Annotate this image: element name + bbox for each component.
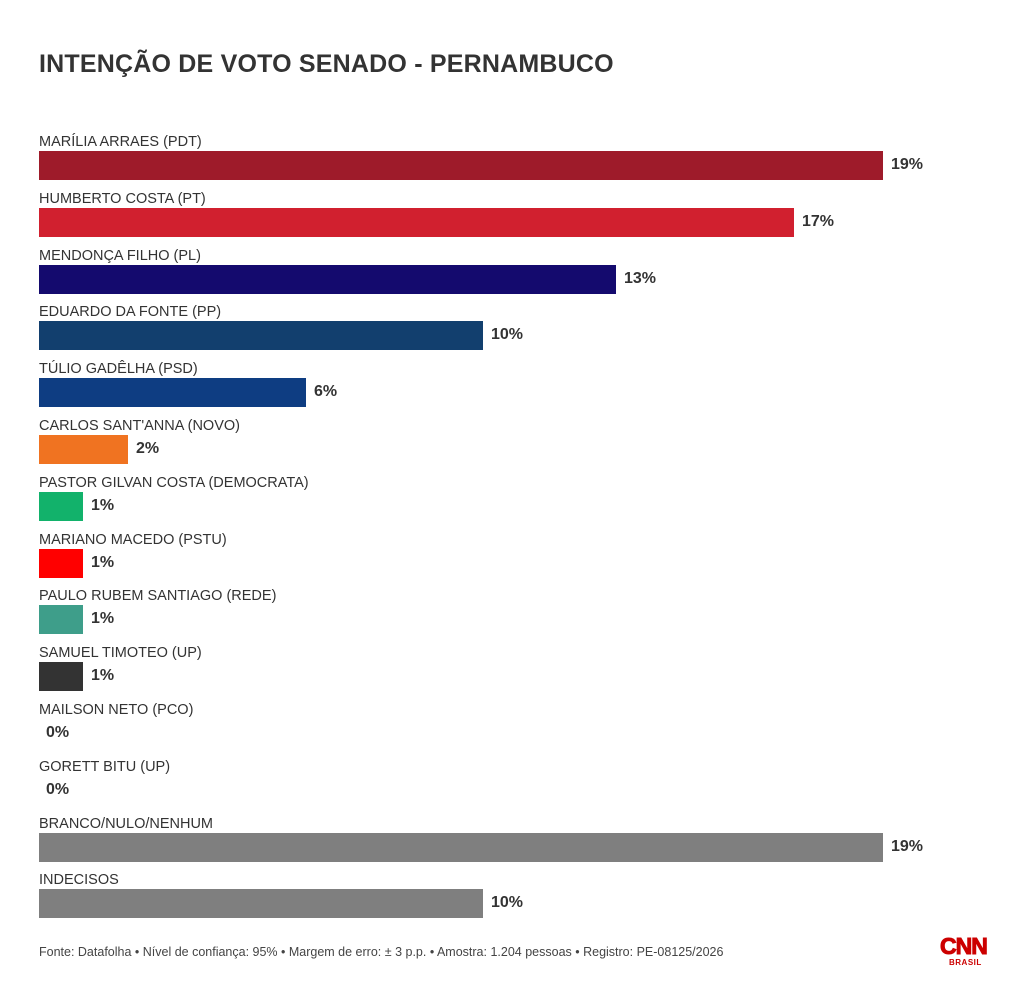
data-label: 10%	[491, 326, 524, 344]
category-label: TÚLIO GADÊLHA (PSD)	[39, 361, 198, 378]
bar-row: INDECISOS 10%	[0, 871, 1020, 928]
bar-row: TÚLIO GADÊLHA (PSD) 6%	[0, 360, 1020, 417]
data-label: 13%	[624, 269, 657, 287]
bar-row: MAILSON NETO (PCO) 0%	[0, 701, 1020, 758]
category-label: INDECISOS	[39, 872, 119, 889]
data-label: 17%	[802, 212, 835, 230]
data-label: 1%	[91, 610, 115, 628]
category-label: GORETT BITU (UP)	[39, 758, 171, 775]
data-label: 6%	[314, 383, 338, 401]
category-label: MAILSON NETO (PCO)	[39, 702, 194, 718]
category-label: MENDONÇA FILHO (PL)	[39, 247, 201, 264]
bar	[39, 264, 616, 294]
category-label: HUMBERTO COSTA (PT)	[39, 190, 206, 207]
source-footnote: Fonte: Datafolha • Nível de confiança: 9…	[39, 945, 724, 959]
bar	[39, 548, 83, 578]
data-label: 1%	[91, 496, 115, 514]
category-label: PASTOR GILVAN COSTA (DEMOCRATA)	[39, 474, 309, 491]
bar	[39, 491, 83, 521]
category-label: PAULO RUBEM SANTIAGO (REDE)	[39, 588, 277, 605]
bar-row: HUMBERTO COSTA (PT) 17%	[0, 190, 1020, 247]
bar	[39, 151, 883, 180]
data-label: 0%	[46, 724, 70, 741]
data-label: 19%	[891, 156, 924, 173]
bar-row: PAULO RUBEM SANTIAGO (REDE) 1%	[0, 587, 1020, 644]
category-label: BRANCO/NULO/NENHUM	[39, 815, 214, 832]
data-label: 1%	[91, 553, 115, 571]
cnn-brasil-logo: CNN BRASIL	[940, 934, 990, 970]
data-label: 2%	[136, 440, 160, 457]
bar-row: SAMUEL TIMOTEO (UP) 1%	[0, 644, 1020, 701]
bar	[39, 378, 306, 408]
bar-row: MARÍLIA ARRAES (PDT) 19%	[0, 133, 1020, 190]
bar-row: PASTOR GILVAN COSTA (DEMOCRATA) 1%	[0, 474, 1020, 531]
bar	[39, 321, 483, 351]
data-label: 0%	[46, 780, 70, 798]
bar	[39, 889, 483, 919]
bar-row: MARIANO MACEDO (PSTU) 1%	[0, 531, 1020, 588]
bar	[39, 832, 883, 862]
category-label: SAMUEL TIMOTEO (UP)	[39, 645, 202, 662]
bar-row: CARLOS SANT'ANNA (NOVO) 2%	[0, 417, 1020, 474]
bar	[39, 435, 128, 464]
chart-title: INTENÇÃO DE VOTO SENADO - PERNAMBUCO	[39, 50, 614, 78]
bar	[39, 662, 83, 692]
category-label: MARÍLIA ARRAES (PDT)	[39, 134, 202, 150]
data-label: 10%	[491, 894, 524, 912]
category-label: EDUARDO DA FONTE (PP)	[39, 304, 222, 321]
category-label: MARIANO MACEDO (PSTU)	[39, 531, 227, 548]
bar-row: BRANCO/NULO/NENHUM 19%	[0, 815, 1020, 872]
data-label: 19%	[891, 837, 924, 855]
bar-row: EDUARDO DA FONTE (PP) 10%	[0, 303, 1020, 360]
logo-sub: BRASIL	[949, 958, 982, 967]
data-label: 1%	[91, 667, 115, 685]
category-label: CARLOS SANT'ANNA (NOVO)	[39, 418, 240, 434]
bar	[39, 605, 83, 635]
logo-mark: CNN	[940, 933, 989, 959]
bar-row: GORETT BITU (UP) 0%	[0, 758, 1020, 815]
bar-row: MENDONÇA FILHO (PL) 13%	[0, 247, 1020, 304]
bar	[39, 207, 794, 237]
